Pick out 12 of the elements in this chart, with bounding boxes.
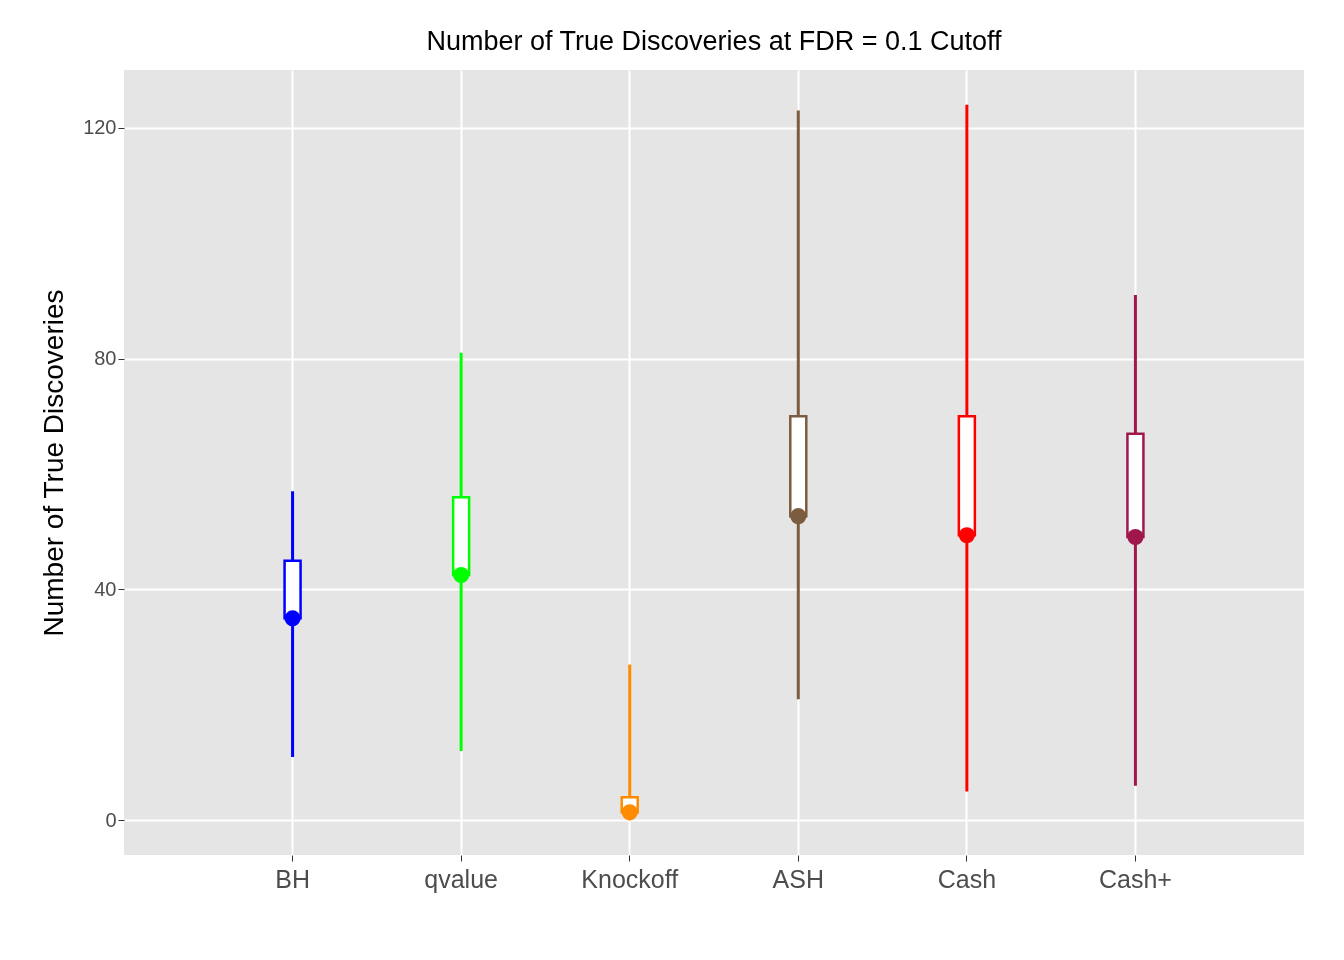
x-tick-label: Cash <box>937 864 997 893</box>
x-tick-label: BH <box>275 864 310 893</box>
y-tick-label: 0 <box>105 808 117 831</box>
x-tick-label: qvalue <box>424 864 498 893</box>
x-tick-label: Cash+ <box>1098 864 1172 893</box>
y-tick-label: 80 <box>94 347 117 370</box>
chart-title: Number of True Discoveries at FDR = 0.1 Cutoff <box>426 26 1002 56</box>
x-tick-label: Knockoff <box>581 864 679 893</box>
y-tick-label: 40 <box>94 577 117 600</box>
y-tick-label: 120 <box>83 116 117 139</box>
y-axis-title: Number of True Discoveries <box>38 289 70 637</box>
x-tick-label: ASH <box>772 864 824 893</box>
